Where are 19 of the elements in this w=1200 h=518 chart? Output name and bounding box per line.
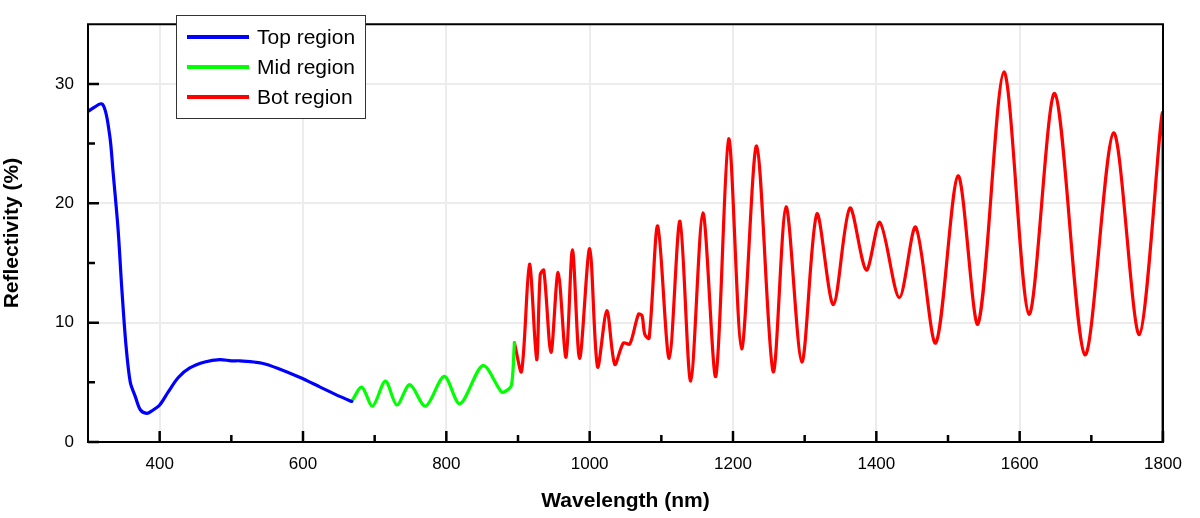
line-series [350,341,517,408]
legend-label: Top region [257,25,356,49]
y-tick-label: 10 [55,312,74,332]
x-tick-label: 1400 [857,453,896,473]
legend-label: Mid region [257,55,356,79]
x-tick-label: 1800 [1144,453,1182,473]
legend-label: Bot region [257,85,353,109]
y-tick-label: 0 [64,431,74,451]
y-tick-label: 20 [55,192,74,212]
x-axis-title: Wavelength (nm) [541,488,710,512]
y-tick-label: 30 [55,73,74,93]
x-tick-label: 1200 [714,453,752,473]
x-tick-label: 1000 [570,453,609,473]
x-tick-label: 600 [288,453,318,473]
x-tick-label: 800 [432,453,461,473]
x-tick-label: 400 [145,453,174,473]
y-axis-title: Reflectivity (%) [0,157,23,309]
line-series [512,70,1163,442]
x-tick-label: 1600 [1000,453,1039,473]
